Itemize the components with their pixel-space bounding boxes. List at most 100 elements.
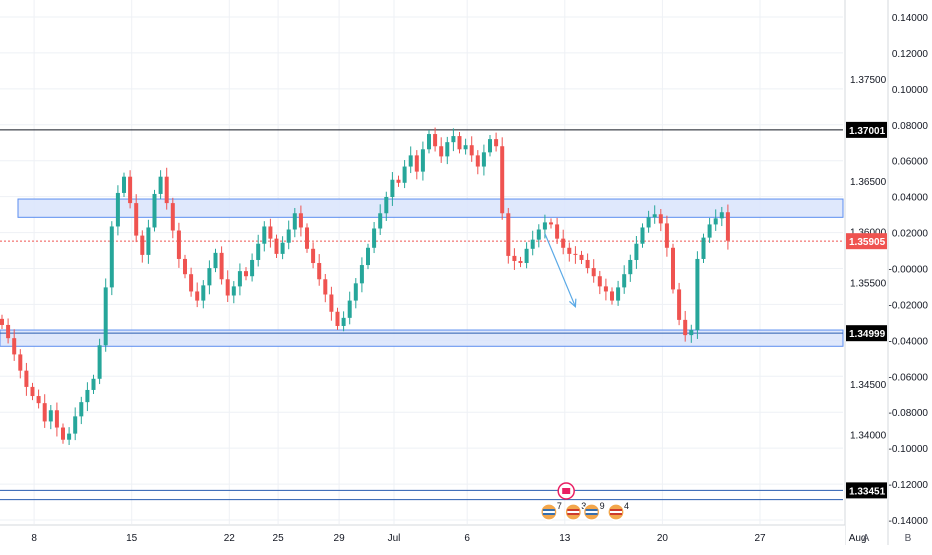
secondary-tick-label: 0.02000	[892, 229, 929, 240]
price-tick-label: 1.34500	[850, 380, 887, 391]
flag-stripe-icon	[610, 511, 622, 513]
candle-up	[628, 259, 633, 275]
event-pin-icon[interactable]	[557, 482, 575, 500]
candle-up	[207, 268, 212, 286]
candle-up	[286, 229, 291, 243]
candle-up	[67, 433, 72, 440]
candle-down	[585, 259, 590, 269]
secondary-tick-label: -0.00000	[889, 265, 929, 276]
time-tick-label: 27	[754, 533, 766, 544]
level-tag-bg	[846, 121, 887, 138]
candle-down	[555, 224, 560, 239]
candle-down	[6, 324, 11, 339]
candle-down	[439, 146, 444, 157]
candle-up	[719, 212, 724, 219]
candle-down	[567, 247, 572, 254]
candle-down	[195, 291, 200, 301]
candle-up	[634, 243, 639, 260]
candle-down	[591, 268, 596, 277]
time-tick-label: 22	[224, 533, 236, 544]
candle-up	[463, 145, 468, 150]
candle-down	[414, 155, 419, 172]
candle-up	[445, 142, 450, 157]
candle-up	[353, 283, 358, 301]
candle-down	[603, 286, 608, 292]
secondary-tick-label: -0.02000	[889, 300, 929, 311]
candle-up	[689, 330, 694, 336]
candle-down	[54, 410, 59, 428]
candles-layer	[0, 127, 730, 445]
candle-down	[305, 227, 309, 249]
candle-down	[274, 238, 279, 254]
candle-up	[530, 239, 535, 249]
time-tick-label: 15	[126, 533, 138, 544]
current-price-tag-bg	[846, 233, 887, 250]
secondary-tick-label: 0.10000	[892, 85, 929, 96]
candle-up	[384, 197, 389, 214]
candle-up	[652, 214, 657, 218]
auto-scale-button[interactable]: A	[863, 533, 870, 544]
candle-down	[61, 427, 65, 440]
candle-down	[170, 203, 175, 231]
candle-up	[372, 228, 377, 248]
candle-up	[695, 258, 700, 331]
event-count-badge: 7	[557, 501, 562, 511]
candle-up	[231, 286, 236, 296]
candle-down	[335, 311, 340, 326]
time-tick-label: Jul	[388, 533, 401, 544]
economic-event-icon[interactable]: 4	[607, 501, 629, 521]
grid-layer	[0, 0, 859, 524]
time-tick-label: 6	[464, 533, 470, 544]
price-tick-label: 1.34000	[850, 431, 887, 442]
candle-down	[219, 252, 224, 280]
candle-down	[500, 146, 505, 214]
candle-up	[390, 179, 395, 198]
event-count-badge: 9	[600, 501, 605, 511]
candle-down	[725, 212, 730, 241]
candle-down	[128, 176, 133, 204]
candle-down	[677, 289, 682, 320]
candle-up	[713, 218, 718, 225]
economic-event-icon[interactable]: 9	[582, 501, 605, 521]
candle-up	[201, 285, 206, 301]
candle-down	[597, 276, 602, 287]
flag-stripe-icon	[542, 511, 555, 513]
time-axis-bg	[0, 525, 845, 550]
time-tick-label: 13	[559, 533, 571, 544]
candle-up	[85, 389, 90, 403]
candle-down	[42, 403, 47, 422]
economic-event-icon[interactable]: 3	[564, 501, 586, 521]
candle-down	[658, 214, 663, 224]
candle-up	[292, 213, 297, 230]
time-tick-label: 20	[657, 533, 669, 544]
candle-up	[97, 345, 102, 379]
candle-down	[683, 319, 688, 336]
events-layer[interactable]: 7 3 9 4	[540, 482, 629, 521]
candle-down	[506, 213, 511, 256]
candle-down	[176, 230, 181, 259]
candle-up	[146, 227, 151, 255]
economic-event-icon[interactable]: 7	[540, 501, 562, 521]
trend-arrow-head	[569, 298, 577, 308]
candle-up	[701, 237, 706, 259]
secondary-tick-label: -0.14000	[889, 516, 929, 527]
secondary-tick-label: -0.04000	[889, 336, 929, 347]
time-tick-label: Aug	[849, 533, 867, 544]
candle-down	[268, 226, 273, 239]
price-tick-label: 1.35500	[850, 278, 887, 289]
price-tick-label: 1.36000	[850, 228, 887, 239]
candle-up	[536, 229, 541, 240]
secondary-tick-label: -0.06000	[889, 372, 929, 383]
candle-up	[420, 149, 425, 172]
candle-down	[549, 222, 553, 225]
bar-scale-button[interactable]: B	[905, 533, 912, 544]
candle-up	[91, 378, 96, 390]
time-tick-label: 29	[334, 533, 346, 544]
candle-up	[152, 193, 157, 228]
candle-down	[36, 396, 41, 404]
candle-up	[408, 155, 413, 167]
level-tag-label: 1.34999	[849, 329, 886, 340]
